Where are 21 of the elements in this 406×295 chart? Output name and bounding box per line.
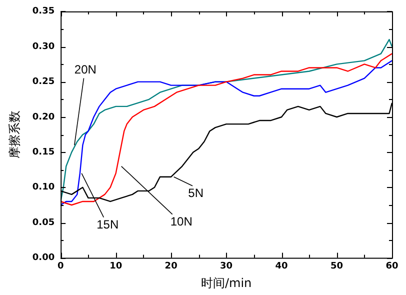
x-axis-title: 时间/min [200, 276, 252, 290]
annotation: 5N [188, 186, 204, 200]
x-tick-label: 0 [57, 262, 64, 272]
annotation: 15N [96, 218, 119, 232]
y-tick-label: 0.10 [32, 182, 55, 193]
x-tick-label: 50 [330, 262, 344, 272]
x-tick-label: 30 [220, 262, 233, 272]
y-axis-title: 摩擦系数 [7, 110, 22, 159]
y-tick-label: 0.05 [32, 218, 55, 228]
y-tick-label: 0.35 [32, 6, 55, 17]
x-tick-label: 20 [164, 262, 178, 272]
x-tick-label: 10 [110, 262, 122, 272]
y-tick-label: 0.15 [32, 148, 55, 158]
y-tick-label: 0.25 [32, 77, 55, 88]
annotation: 20N [74, 62, 96, 76]
y-tick-label: 0.00 [32, 253, 55, 264]
x-tick-label: 60 [386, 262, 398, 272]
annotation: 10N [170, 214, 192, 229]
y-tick-label: 0.20 [32, 112, 55, 122]
x-tick-label: 40 [275, 262, 288, 272]
y-tick-label: 0.30 [32, 42, 55, 52]
